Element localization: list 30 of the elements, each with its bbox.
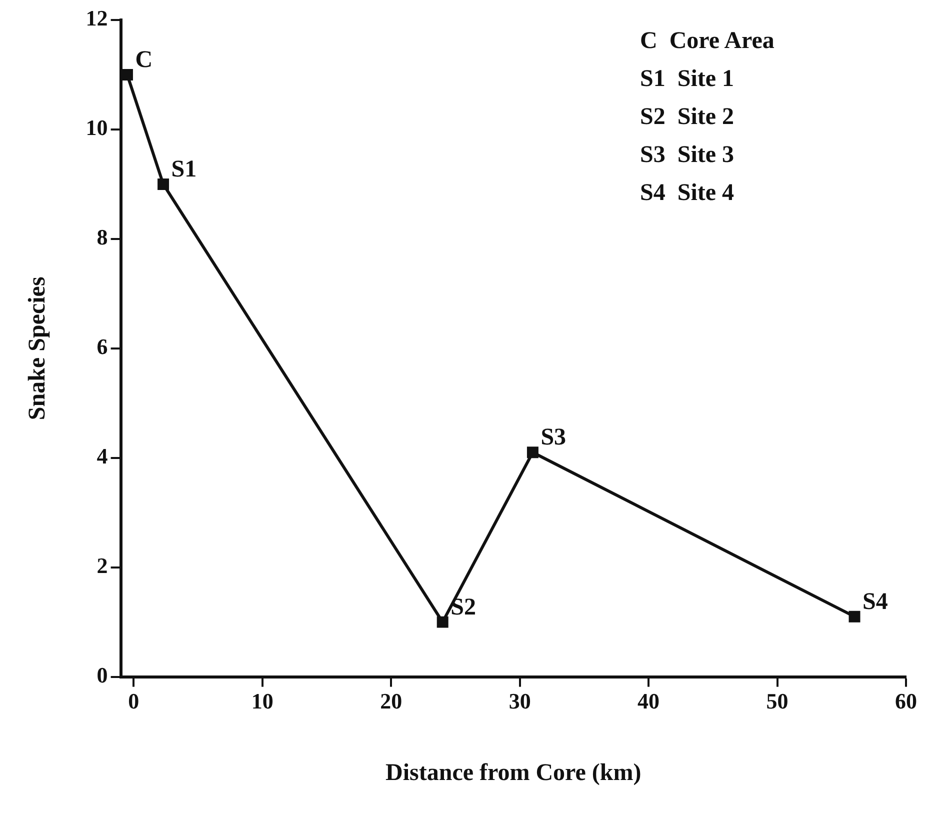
y-tick-label: 2 [96,553,108,578]
point [436,616,448,628]
y-tick-label: 12 [86,6,108,31]
annotation: S4 Site 4 [640,179,736,208]
annotation: S3 Site 3 [640,141,736,170]
point [121,68,133,80]
annotation: S1 [171,156,197,182]
annotation: S2 Site 2 [640,103,736,132]
point [526,446,538,458]
y-tick-label: 0 [96,662,108,688]
x-tick-label: 60 [895,688,917,714]
x-tick-label: 30 [508,688,531,714]
point [848,610,860,622]
y-tick-label: 8 [96,224,108,250]
point [158,178,170,190]
x-tick-label: 10 [251,688,274,714]
annotation: C Core Area [640,27,774,56]
annotation: S3 [540,424,566,451]
y-axis-title: Snake Species [24,276,51,420]
x-tick-label: 20 [380,688,402,714]
x-tick-label: 40 [638,688,660,714]
x-tick-label: 50 [766,688,788,714]
y-tick-label: 10 [86,115,108,140]
y-tick-label: 6 [96,334,108,360]
annotation: S4 [862,588,888,615]
annotation: S1 Site 1 [640,65,736,94]
x-tick-label: 0 [128,688,140,714]
x-axis-title: Distance from Core (km) [386,760,642,786]
annotation: C [135,46,153,73]
y-tick-label: 4 [96,444,108,469]
